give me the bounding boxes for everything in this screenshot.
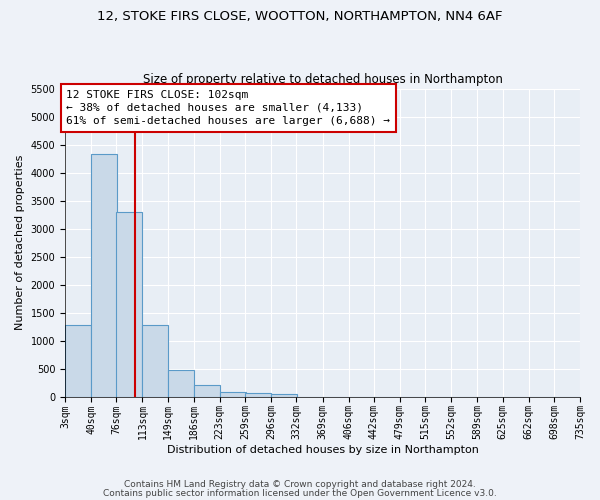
Text: Contains HM Land Registry data © Crown copyright and database right 2024.: Contains HM Land Registry data © Crown c… [124, 480, 476, 489]
X-axis label: Distribution of detached houses by size in Northampton: Distribution of detached houses by size … [167, 445, 478, 455]
Text: Contains public sector information licensed under the Open Government Licence v3: Contains public sector information licen… [103, 488, 497, 498]
Bar [116, 212, 142, 396]
Bar [65, 326, 91, 396]
Bar [220, 392, 246, 396]
Bar [91, 154, 117, 396]
Bar [142, 325, 169, 396]
Bar [194, 386, 220, 396]
Title: Size of property relative to detached houses in Northampton: Size of property relative to detached ho… [143, 73, 502, 86]
Text: 12, STOKE FIRS CLOSE, WOOTTON, NORTHAMPTON, NN4 6AF: 12, STOKE FIRS CLOSE, WOOTTON, NORTHAMPT… [97, 10, 503, 23]
Text: 12 STOKE FIRS CLOSE: 102sqm
← 38% of detached houses are smaller (4,133)
61% of : 12 STOKE FIRS CLOSE: 102sqm ← 38% of det… [67, 90, 391, 126]
Bar [245, 393, 271, 396]
Y-axis label: Number of detached properties: Number of detached properties [15, 155, 25, 330]
Bar [168, 370, 194, 396]
Bar [271, 394, 297, 396]
